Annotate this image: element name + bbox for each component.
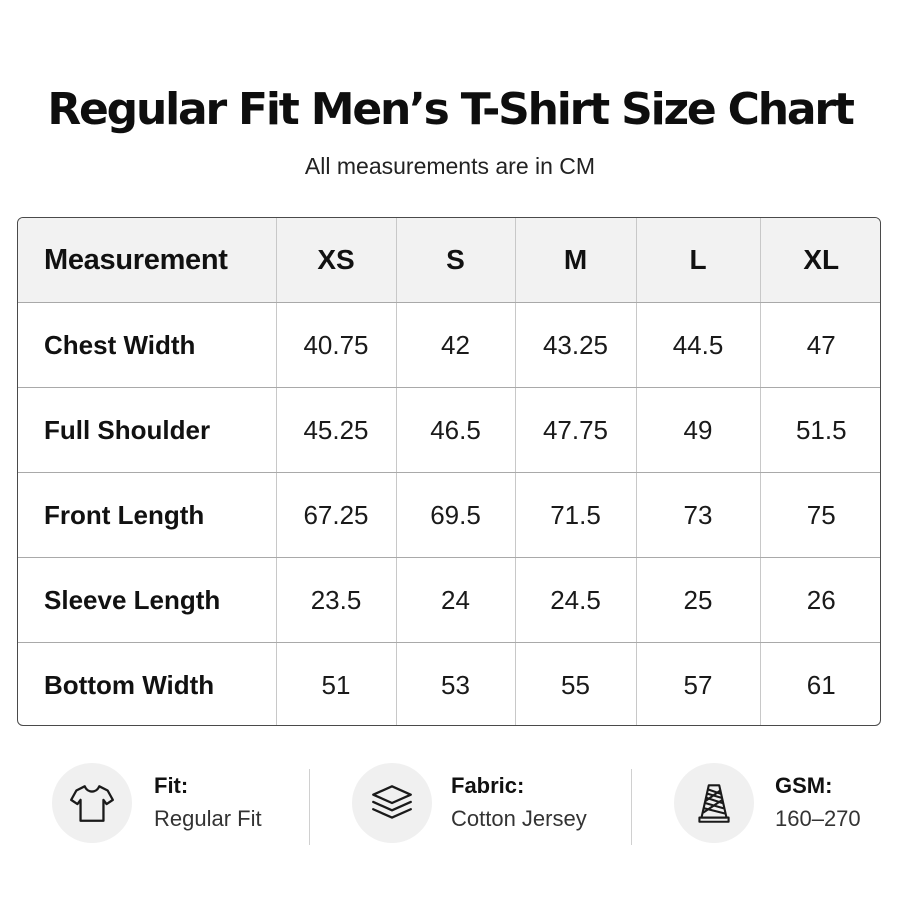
fabric-value: Cotton Jersey (451, 806, 587, 831)
page-title: Regular Fit Men’s T-Shirt Size Chart (47, 84, 855, 135)
row-label-full-shoulder: Full Shoulder (18, 387, 277, 473)
gsm-label: GSM: (775, 773, 833, 798)
page-subtitle: All measurements are in CM (304, 153, 596, 179)
table-cell: 40.75 (276, 302, 397, 388)
table-cell: 23.5 (276, 557, 397, 643)
size-header-xs: XS (276, 218, 397, 303)
size-table: Measurement XS S M L XL Chest Width 40.7… (18, 218, 880, 725)
product-details: Fit: Regular Fit Fabric: Cotton Jersey (0, 755, 900, 865)
feature-fabric: Fabric: Cotton Jersey (310, 755, 630, 855)
table-cell: 51 (276, 642, 397, 725)
table-row: Bottom Width 51 53 55 57 61 (18, 642, 880, 725)
footer-divider (631, 769, 632, 845)
row-label-bottom-width: Bottom Width (18, 642, 277, 725)
size-header-s: S (396, 218, 516, 303)
row-label-front-length: Front Length (18, 472, 277, 558)
size-chart-table: Measurement XS S M L XL Chest Width 40.7… (17, 217, 881, 726)
table-cell: 25 (636, 557, 761, 643)
table-cell: 73 (636, 472, 761, 558)
table-cell: 47.75 (515, 387, 637, 473)
table-cell: 43.25 (515, 302, 637, 388)
footer-divider (309, 769, 310, 845)
table-cell: 49 (636, 387, 761, 473)
table-cell: 45.25 (276, 387, 397, 473)
table-row: Sleeve Length 23.5 24 24.5 25 26 (18, 557, 880, 643)
fabric-label: Fabric: (451, 773, 525, 798)
feature-gsm: GSM: 160–270 (632, 755, 900, 855)
size-header-m: M (515, 218, 637, 303)
measurement-header: Measurement (18, 218, 277, 303)
table-cell: 24.5 (515, 557, 637, 643)
table-row: Chest Width 40.75 42 43.25 44.5 47 (18, 302, 880, 388)
table-cell: 46.5 (396, 387, 516, 473)
tshirt-icon (52, 763, 132, 843)
gsm-value: 160–270 (775, 806, 861, 831)
table-cell: 24 (396, 557, 516, 643)
row-label-sleeve-length: Sleeve Length (18, 557, 277, 643)
table-cell: 44.5 (636, 302, 761, 388)
table-cell: 69.5 (396, 472, 516, 558)
table-cell: 55 (515, 642, 637, 725)
table-cell: 51.5 (760, 387, 880, 473)
table-cell: 26 (760, 557, 880, 643)
table-cell: 42 (396, 302, 516, 388)
size-header-xl: XL (760, 218, 880, 303)
table-cell: 53 (396, 642, 516, 725)
table-row: Front Length 67.25 69.5 71.5 73 75 (18, 472, 880, 558)
table-cell: 57 (636, 642, 761, 725)
table-cell: 47 (760, 302, 880, 388)
table-cell: 71.5 (515, 472, 637, 558)
layers-icon (352, 763, 432, 843)
table-row: Full Shoulder 45.25 46.5 47.75 49 51.5 (18, 387, 880, 473)
table-cell: 61 (806, 669, 836, 700)
row-label-chest-width: Chest Width (18, 302, 277, 388)
feature-fit: Fit: Regular Fit (0, 755, 300, 855)
size-header-l: L (636, 218, 761, 303)
thread-spool-icon (674, 763, 754, 843)
table-header-row: Measurement XS S M L XL (18, 218, 880, 303)
table-cell: 67.25 (276, 472, 397, 558)
fit-value: Regular Fit (154, 806, 262, 831)
fit-label: Fit: (154, 773, 189, 798)
table-cell: 75 (760, 472, 880, 558)
